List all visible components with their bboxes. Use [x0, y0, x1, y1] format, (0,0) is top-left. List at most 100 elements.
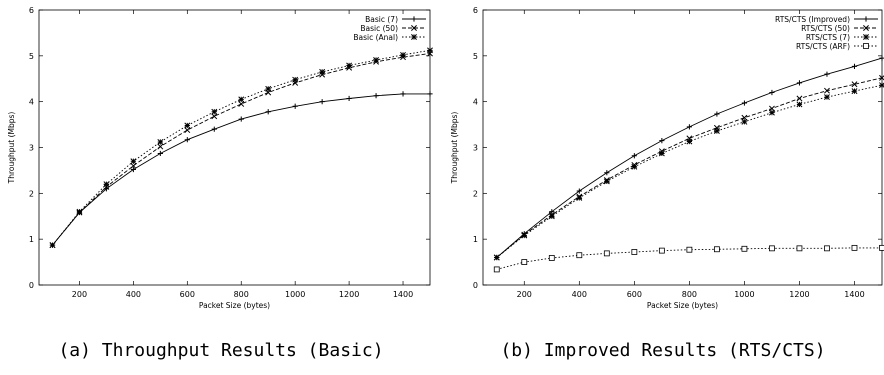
x-tick-label: 400	[572, 290, 587, 299]
y-tick-label: 3	[29, 144, 34, 153]
data-point	[631, 153, 637, 159]
x-tick-label: 400	[126, 290, 141, 299]
series-2	[493, 74, 884, 261]
data-point	[400, 91, 406, 97]
data-point	[373, 57, 380, 63]
y-tick-label: 6	[29, 6, 34, 15]
data-point	[400, 51, 406, 58]
series-3	[493, 82, 884, 261]
x-tick-label: 1200	[339, 290, 359, 299]
data-point	[576, 252, 583, 259]
y-tick-label: 2	[29, 189, 34, 198]
x-axis-label: Packet Size (bytes)	[647, 301, 718, 310]
x-tick-label: 1000	[285, 290, 305, 299]
x-tick-label: 1400	[844, 290, 864, 299]
chart-panel-b: 200 400 600 800 1000 1200 1400 0 1 2 3 4 5 6 Packet Si…	[450, 6, 884, 310]
y-tick-label: 1	[29, 235, 34, 244]
data-point	[292, 76, 299, 83]
figure: 200 400 600 800 1000 1200 1400 0 1 2 3 4 5 6 Packet Si…	[7, 6, 884, 310]
data-point	[265, 85, 272, 92]
data-point	[768, 109, 775, 116]
data-point	[238, 96, 245, 103]
legend-marker	[863, 34, 869, 40]
data-point	[157, 150, 163, 157]
series-line	[496, 247, 882, 270]
y-tick-label: 5	[473, 52, 478, 61]
data-point	[157, 139, 164, 145]
data-point	[103, 183, 110, 190]
data-point	[686, 124, 692, 130]
data-point	[824, 245, 830, 252]
data-point	[879, 55, 884, 61]
x-tick-label: 600	[627, 290, 642, 299]
legend: Basic (7)Basic (50)Basic (Anal)	[353, 15, 426, 42]
data-point	[211, 126, 217, 132]
data-point	[130, 166, 136, 173]
legend-label: RTS/CTS (Improved)	[775, 15, 850, 24]
series-3	[49, 47, 433, 249]
legend-marker	[411, 16, 417, 22]
y-tick-label: 2	[473, 189, 478, 198]
data-point	[713, 128, 720, 134]
data-point	[796, 80, 803, 86]
y-tick-label: 6	[473, 6, 478, 15]
legend-marker	[863, 16, 869, 22]
x-tick-label: 800	[682, 290, 697, 299]
y-axis-label: Throughput (Mbps)	[450, 112, 459, 185]
series-1	[49, 91, 433, 248]
data-point	[103, 181, 110, 188]
data-point	[659, 138, 665, 144]
chart-panel-a: 200 400 600 800 1000 1200 1400 0 1 2 3 4 5 6 Packet Si…	[7, 6, 433, 310]
data-point	[211, 113, 218, 120]
data-point	[130, 158, 137, 165]
y-tick-label: 4	[29, 98, 34, 107]
data-point	[879, 244, 884, 251]
legend-marker	[863, 43, 869, 49]
data-point	[292, 103, 298, 109]
data-point	[427, 91, 433, 97]
x-tick-label: 200	[517, 290, 532, 299]
data-point	[741, 245, 748, 252]
legend-marker	[411, 25, 417, 31]
data-point	[686, 246, 693, 253]
data-point	[548, 213, 555, 220]
data-point	[741, 100, 748, 106]
data-point	[604, 170, 610, 176]
data-point	[576, 194, 583, 201]
data-point	[769, 245, 775, 252]
data-point	[576, 188, 582, 194]
y-axis-label: Throughput (Mbps)	[7, 112, 16, 185]
data-point	[658, 247, 665, 254]
data-point	[130, 162, 137, 169]
y-tick-label: 0	[29, 281, 34, 290]
data-point	[493, 254, 500, 261]
data-point	[796, 245, 803, 252]
data-point	[714, 111, 720, 117]
data-point	[493, 266, 500, 273]
data-point	[631, 249, 638, 255]
data-point	[184, 137, 190, 143]
legend-marker	[863, 25, 869, 31]
data-point	[603, 250, 610, 257]
data-point	[157, 143, 164, 150]
plot-frame	[38, 9, 431, 286]
plot-frame	[482, 9, 883, 286]
series-line	[52, 49, 431, 246]
data-point	[686, 138, 693, 145]
legend-label: Basic (Anal)	[353, 33, 398, 42]
data-point	[319, 99, 325, 105]
data-point	[548, 255, 555, 261]
data-point	[265, 109, 271, 115]
data-point	[211, 108, 218, 115]
x-tick-label: 800	[234, 290, 249, 299]
y-tick-label: 4	[473, 98, 478, 107]
data-point	[851, 63, 858, 69]
data-point	[796, 101, 803, 108]
data-point	[319, 71, 326, 78]
data-point	[549, 209, 555, 215]
series-2	[49, 50, 433, 249]
series-4	[493, 244, 884, 273]
data-point	[851, 244, 858, 251]
data-point	[603, 178, 610, 185]
legend-label: Basic (50)	[360, 24, 398, 33]
